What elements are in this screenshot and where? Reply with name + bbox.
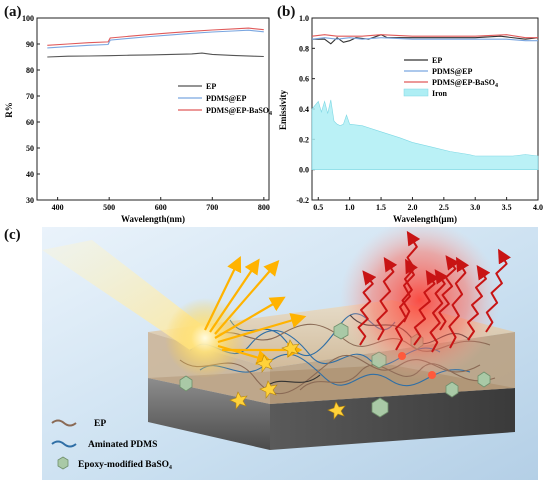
y-tick-label: 50 xyxy=(26,144,34,153)
reflected-ray xyxy=(209,258,260,333)
thermal-emission-arrow xyxy=(448,256,470,349)
x-tick-label: 4.0 xyxy=(533,203,543,212)
x-tick-label: 1.0 xyxy=(345,203,355,212)
chart-a-frame xyxy=(36,17,270,201)
scatter-star xyxy=(259,380,278,399)
legend-label: PDMS@EP-BaSO4 xyxy=(432,78,498,89)
legend-label: Iron xyxy=(432,89,448,98)
baso4-legend-label: Epoxy-modified BaSO₄ xyxy=(78,460,172,470)
reflected-ray xyxy=(214,296,286,339)
scatter-star xyxy=(255,354,274,373)
x-tick-label: 600 xyxy=(155,203,167,212)
chart-a-ylabel: R% xyxy=(4,102,14,118)
baso4-legend-icon xyxy=(57,456,69,470)
thermal-emission-arrow xyxy=(485,248,512,333)
series-pdms-ep xyxy=(311,37,538,42)
x-tick-label: 0.5 xyxy=(313,203,323,212)
hot-spot xyxy=(428,371,436,379)
scatter-stars xyxy=(229,339,346,420)
chart-b-frame xyxy=(311,17,539,201)
heat-glow xyxy=(340,220,500,380)
panel-c-label: (c) xyxy=(4,227,21,243)
y-tick-label: -0.2 xyxy=(296,196,309,205)
chart-b-ylabel: Emissivity xyxy=(278,90,288,131)
chart-a-legend: EP PDMS@EP PDMS@EP-BaSO4 xyxy=(178,82,272,117)
pdms-legend-swatch xyxy=(51,440,77,448)
x-tick-label: 2.5 xyxy=(439,203,449,212)
legend-swatch xyxy=(403,88,429,97)
thermal-emission-arrow xyxy=(467,265,491,341)
scatter-star xyxy=(281,339,300,358)
y-tick-label: 40 xyxy=(26,170,34,179)
y-tick-label: 1.0 xyxy=(299,14,309,23)
baso4-particle xyxy=(333,322,349,340)
reflected-ray xyxy=(217,344,273,365)
thermal-emission-arrow xyxy=(357,270,377,346)
series-ep xyxy=(47,52,264,58)
x-tick-label: 3.5 xyxy=(502,203,512,212)
thermal-emission-arrow xyxy=(413,269,440,346)
x-tick-label: 500 xyxy=(103,203,115,212)
baso4-particle xyxy=(371,397,389,418)
y-tick-label: 0.0 xyxy=(299,166,309,175)
thermal-emission-arrow xyxy=(401,230,421,323)
series-iron xyxy=(311,99,539,170)
y-tick-label: 90 xyxy=(26,40,34,49)
baso4-particle xyxy=(445,381,459,398)
x-tick-label: 700 xyxy=(206,203,218,212)
scatter-star xyxy=(327,401,346,420)
thermal-emission-arrow xyxy=(438,255,460,331)
y-tick-label: 30 xyxy=(26,196,34,205)
legend-label: EP xyxy=(432,56,442,65)
x-tick-label: 400 xyxy=(52,203,64,212)
y-tick-label: 80 xyxy=(26,66,34,75)
thermal-emission-arrow xyxy=(376,256,398,341)
reflection-arrows xyxy=(204,256,307,365)
chart-b-xlabel: Wavelength(μm) xyxy=(393,214,457,224)
series-pdms-ep xyxy=(47,29,264,49)
reflected-ray xyxy=(214,260,280,335)
legend-label: PDMS@EP xyxy=(206,94,246,103)
legend-label: PDMS@EP-BaSO4 xyxy=(206,106,272,117)
baso4-particle xyxy=(179,375,193,392)
series-pdms-ep-baso4 xyxy=(47,27,264,46)
reflected-ray xyxy=(217,313,307,344)
panel-b-label: (b) xyxy=(277,4,296,20)
y-tick-label: 0.2 xyxy=(299,135,309,144)
chart-b: 0.5 1.0 1.5 2.0 2.5 3.0 3.5 4.0 -0.2 0.0 0.2 0.4 0.6… xyxy=(278,14,543,224)
baso4-particle xyxy=(477,371,491,388)
series-pdms-ep-baso4 xyxy=(311,34,538,39)
y-tick-label: 0.4 xyxy=(299,105,309,114)
x-tick-label: 1.5 xyxy=(376,203,386,212)
legend-label: EP xyxy=(206,82,216,91)
scatter-star xyxy=(229,391,248,410)
hot-spots xyxy=(398,352,436,379)
thermal-emission-arrow xyxy=(395,258,419,351)
panel-a-label: (a) xyxy=(4,4,22,20)
x-tick-label: 800 xyxy=(258,203,270,212)
ep-legend-label: EP xyxy=(94,419,106,429)
metal-base-front xyxy=(148,378,270,450)
reflected-ray xyxy=(204,256,242,331)
chart-a-xlabel: Wavelength(nm) xyxy=(121,214,185,224)
thermal-emission-arrow xyxy=(429,269,449,353)
metal-base-side xyxy=(270,388,515,450)
x-tick-label: 3.0 xyxy=(470,203,480,212)
thermal-emission-arrows xyxy=(357,230,512,353)
x-tick-label: 2.0 xyxy=(407,203,417,212)
y-tick-label: 70 xyxy=(26,92,34,101)
pdms-legend-label: Aminated PDMS xyxy=(88,440,157,450)
y-tick-label: 0.8 xyxy=(299,44,309,53)
y-tick-label: 60 xyxy=(26,118,34,127)
legend-label: PDMS@EP xyxy=(432,67,472,76)
hot-spot xyxy=(398,352,406,360)
schematic-legend: EP Aminated PDMS Epoxy-modified BaSO₄ xyxy=(51,419,172,470)
y-tick-label: 0.6 xyxy=(299,75,309,84)
sun-glow xyxy=(165,298,245,378)
chart-a: 400 500 600 700 800 30 40 50 60 70 80 90 100 Wavelen… xyxy=(4,14,272,224)
y-tick-label: 100 xyxy=(22,14,34,23)
ep-legend-swatch xyxy=(51,419,77,427)
schematic-c: EP Aminated PDMS Epoxy-modified BaSO₄ xyxy=(42,220,538,480)
